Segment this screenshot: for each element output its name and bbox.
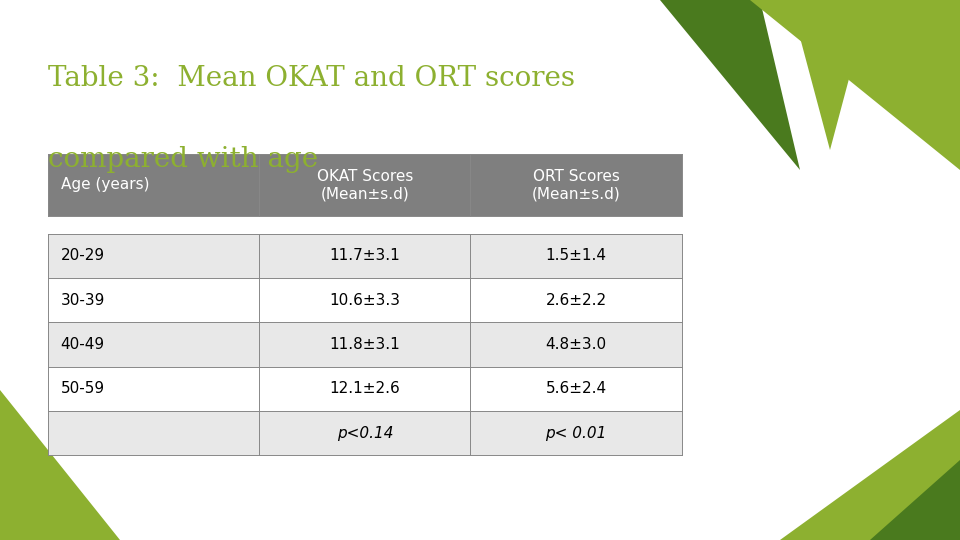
Text: 40-49: 40-49	[60, 337, 105, 352]
Text: 10.6±3.3: 10.6±3.3	[329, 293, 400, 308]
Text: ORT Scores
(Mean±s.d): ORT Scores (Mean±s.d)	[532, 169, 620, 201]
Text: 5.6±2.4: 5.6±2.4	[545, 381, 607, 396]
Polygon shape	[780, 410, 960, 540]
Polygon shape	[0, 390, 120, 540]
Text: 4.8±3.0: 4.8±3.0	[545, 337, 607, 352]
Text: p< 0.01: p< 0.01	[545, 426, 607, 441]
Text: 30-39: 30-39	[60, 293, 105, 308]
Text: 20-29: 20-29	[60, 248, 105, 264]
Text: 11.7±3.1: 11.7±3.1	[329, 248, 400, 264]
Text: Table 3:  Mean OKAT and ORT scores: Table 3: Mean OKAT and ORT scores	[48, 65, 575, 92]
Polygon shape	[790, 0, 870, 150]
Polygon shape	[660, 0, 800, 170]
Text: 2.6±2.2: 2.6±2.2	[545, 293, 607, 308]
Polygon shape	[870, 460, 960, 540]
Text: 12.1±2.6: 12.1±2.6	[329, 381, 400, 396]
Text: Age (years): Age (years)	[60, 178, 149, 192]
Text: p<0.14: p<0.14	[337, 426, 393, 441]
Text: 1.5±1.4: 1.5±1.4	[545, 248, 607, 264]
Text: 50-59: 50-59	[60, 381, 105, 396]
Text: compared with age: compared with age	[48, 146, 318, 173]
Polygon shape	[750, 0, 960, 170]
Text: OKAT Scores
(Mean±s.d): OKAT Scores (Mean±s.d)	[317, 169, 413, 201]
Text: 11.8±3.1: 11.8±3.1	[329, 337, 400, 352]
